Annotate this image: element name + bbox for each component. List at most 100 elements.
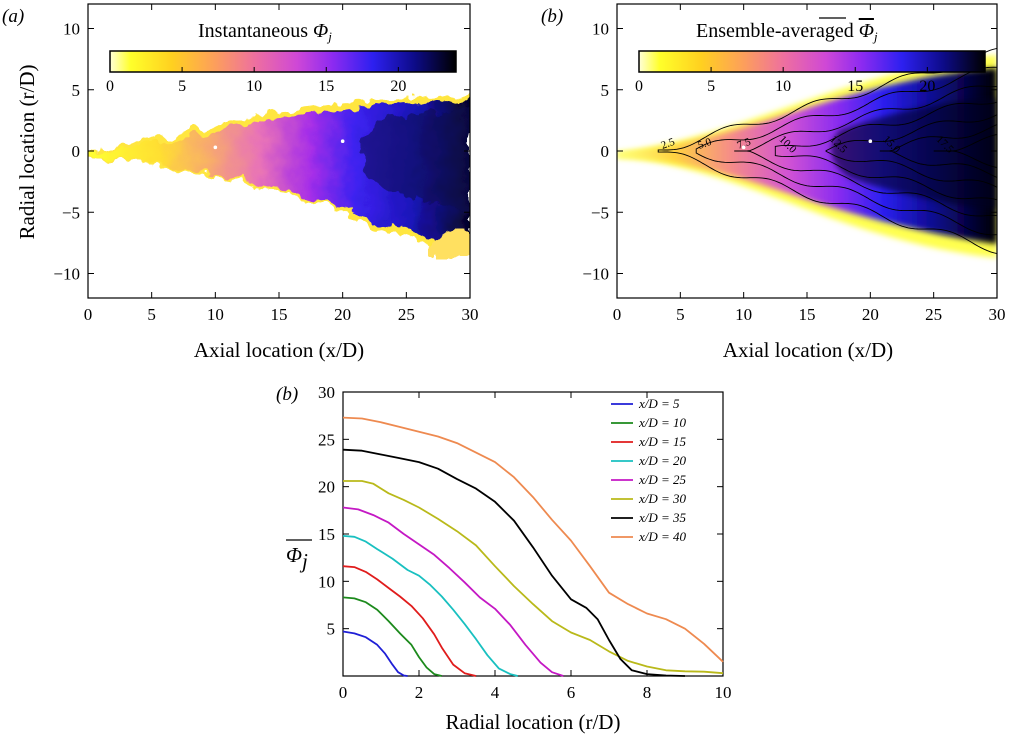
panel-b-xtick-label: 30 xyxy=(989,305,1006,324)
panel-c-ytick-label: 30 xyxy=(318,383,335,402)
panel-a-probe-point-2 xyxy=(340,139,345,143)
panel-c-series-line xyxy=(342,448,686,677)
panel-a-probe-point-1 xyxy=(213,145,218,150)
panel-a-xtick-label: 0 xyxy=(84,305,93,324)
panel-a-colorbar: Instantaneous Φj 0 5 10 15 20 xyxy=(106,20,457,95)
panel-b-contour-line xyxy=(734,85,997,217)
panel-c-xtick-label: 4 xyxy=(491,683,500,702)
panel-c-ytick-label: 10 xyxy=(318,572,335,591)
panel-a-xtick-label: 20 xyxy=(334,305,351,324)
panel-a-jet-core xyxy=(361,110,470,210)
panel-a-ytick-label: 5 xyxy=(72,81,81,100)
panel-b-colorbar-title: Ensemble-averaged Φj xyxy=(696,20,878,44)
panel-c-xtick-label: 6 xyxy=(567,683,576,702)
panel-a-colorbar-tick-label: 0 xyxy=(106,78,114,95)
panel-b-ytick-label: −5 xyxy=(591,203,609,222)
panel-c-legend-label: x/D = 10 xyxy=(638,415,687,430)
panel-b-ytick-label: 0 xyxy=(601,142,610,161)
panel-b-colorbar-ticks: 0 5 10 15 20 xyxy=(635,67,935,95)
panel-c-series-line xyxy=(342,506,564,677)
panel-a-xtick-label: 30 xyxy=(462,305,479,324)
panel-c-legend-label: x/D = 30 xyxy=(638,491,687,506)
panel-c-legend-label: x/D = 15 xyxy=(638,434,687,449)
panel-a-xtick-label: 15 xyxy=(271,305,288,324)
panel-a-field xyxy=(88,95,470,258)
panel-c-series-line xyxy=(342,630,408,677)
panel-c-ytick-label: 15 xyxy=(318,525,335,544)
panel-a-xtick-label: 10 xyxy=(207,305,224,324)
panel-c-ytick-label: 25 xyxy=(318,430,335,449)
panel-c-legend-label: x/D = 20 xyxy=(638,453,687,468)
panel-a-recirculation-blob xyxy=(430,230,470,258)
svg-text:Φ: Φ xyxy=(286,543,302,567)
svg-text:j: j xyxy=(299,549,308,573)
panel-a-ytick-label: 10 xyxy=(63,20,80,39)
panel-c-legend-label: x/D = 40 xyxy=(638,529,687,544)
panel-b-xtick-label: 0 xyxy=(613,305,622,324)
panel-b-contour-line xyxy=(879,124,997,178)
panel-b-contour-line xyxy=(774,101,997,201)
panel-b-xtick-label: 5 xyxy=(676,305,685,324)
panel-c-legend-label: x/D = 25 xyxy=(638,472,687,487)
panel-b-xtick-label: 15 xyxy=(799,305,816,324)
panel-a-colorbar-bar xyxy=(109,50,457,73)
panel-a-colorbar-tick-label: 20 xyxy=(390,78,406,95)
panel-b-colorbar-tick-label: 10 xyxy=(775,78,791,95)
panel-a-tag: (a) xyxy=(2,6,24,27)
panel-a-xlabel: Axial location (x/D) xyxy=(194,338,364,362)
panel-b-colorbar-tick-label: 15 xyxy=(847,78,863,95)
panel-a-colorbar-tick-label: 10 xyxy=(246,78,262,95)
panel-b-ytick-label: −10 xyxy=(582,265,609,284)
panel-c-legend-label: x/D = 5 xyxy=(638,396,680,411)
panel-b-xtick-label: 25 xyxy=(925,305,942,324)
panel-b-contour-label: 2.5 xyxy=(659,136,676,152)
panel-a-ytick-label: 0 xyxy=(72,142,81,161)
panel-b-contour-line xyxy=(825,114,997,188)
panel-c-ylabel: Φ j xyxy=(286,539,312,573)
panel-b-colorbar: Ensemble-averaged Φj 0 5 10 15 20 xyxy=(635,17,986,95)
panel-b-jet-core xyxy=(831,98,997,210)
panel-b-xtick-label: 20 xyxy=(862,305,879,324)
panel-c-series-line xyxy=(342,596,443,677)
panel-b-colorbar-bar xyxy=(638,50,986,73)
panel-c-series-line xyxy=(342,565,477,677)
panel-b-contour-label: 5.0 xyxy=(696,136,713,152)
panel-a-ytick-label: −5 xyxy=(62,203,80,222)
panel-c-series-line xyxy=(342,416,724,663)
panel-c-series-line xyxy=(342,535,519,677)
panel-c-series-line xyxy=(343,480,724,675)
panel-a-colorbar-tick-label: 5 xyxy=(178,78,186,95)
panel-c-xtick-label: 0 xyxy=(339,683,348,702)
panel-b-colorbar-tick-label: 0 xyxy=(635,78,643,95)
panel-c-axes: 0 2 4 6 8 10 5 10 15 20 25 30 xyxy=(318,383,732,702)
panel-c-xtick-label: 2 xyxy=(415,683,424,702)
panel-c-legend-label: x/D = 35 xyxy=(638,510,687,525)
panel-a-xtick-label: 25 xyxy=(398,305,415,324)
panel-b-xlabel: Axial location (x/D) xyxy=(723,338,893,362)
panel-a-colorbar-title: Instantaneous Φj xyxy=(198,20,332,44)
panel-b: (b) 2.5 5.0 7.5 10.0 12.5 15.0 17.5 Ensemble-a… xyxy=(541,3,1006,362)
panel-a-axes: 0 5 10 15 20 25 30 −10 −5 0 5 10 xyxy=(53,4,479,324)
panel-a-colorbar-ticks: 0 5 10 15 20 xyxy=(106,67,406,95)
panel-b-ytick-label: 5 xyxy=(601,81,610,100)
panel-b-contour-label: 7.5 xyxy=(735,136,752,152)
panel-a-ytick-label: −10 xyxy=(53,265,80,284)
panel-a-colorbar-tick-label: 15 xyxy=(318,78,334,95)
panel-c-xtick-label: 10 xyxy=(715,683,732,702)
panel-b-xtick-label: 10 xyxy=(735,305,752,324)
panel-b-probe-point-1 xyxy=(741,145,746,150)
panel-b-colorbar-tick-label: 5 xyxy=(707,78,715,95)
panel-b-tag: (b) xyxy=(541,6,563,27)
panel-b-contour-line xyxy=(657,47,997,255)
panel-c-xlabel: Radial location (r/D) xyxy=(446,710,621,734)
panel-c-legend: x/D = 5 x/D = 10 x/D = 15 x/D = 20 x/D = 25 x… xyxy=(611,396,687,544)
panel-c-xtick-label: 8 xyxy=(643,683,652,702)
panel-b-axes: 0 5 10 15 20 25 30 −10 −5 0 5 10 xyxy=(582,4,1006,324)
panel-b-probe-point-2 xyxy=(868,139,873,143)
panel-b-contour-line xyxy=(695,66,997,236)
panel-b-field: 2.5 5.0 7.5 10.0 12.5 15.0 17.5 xyxy=(617,47,997,258)
panel-c-tag: (b) xyxy=(276,384,298,405)
panel-a-xtick-label: 5 xyxy=(147,305,156,324)
